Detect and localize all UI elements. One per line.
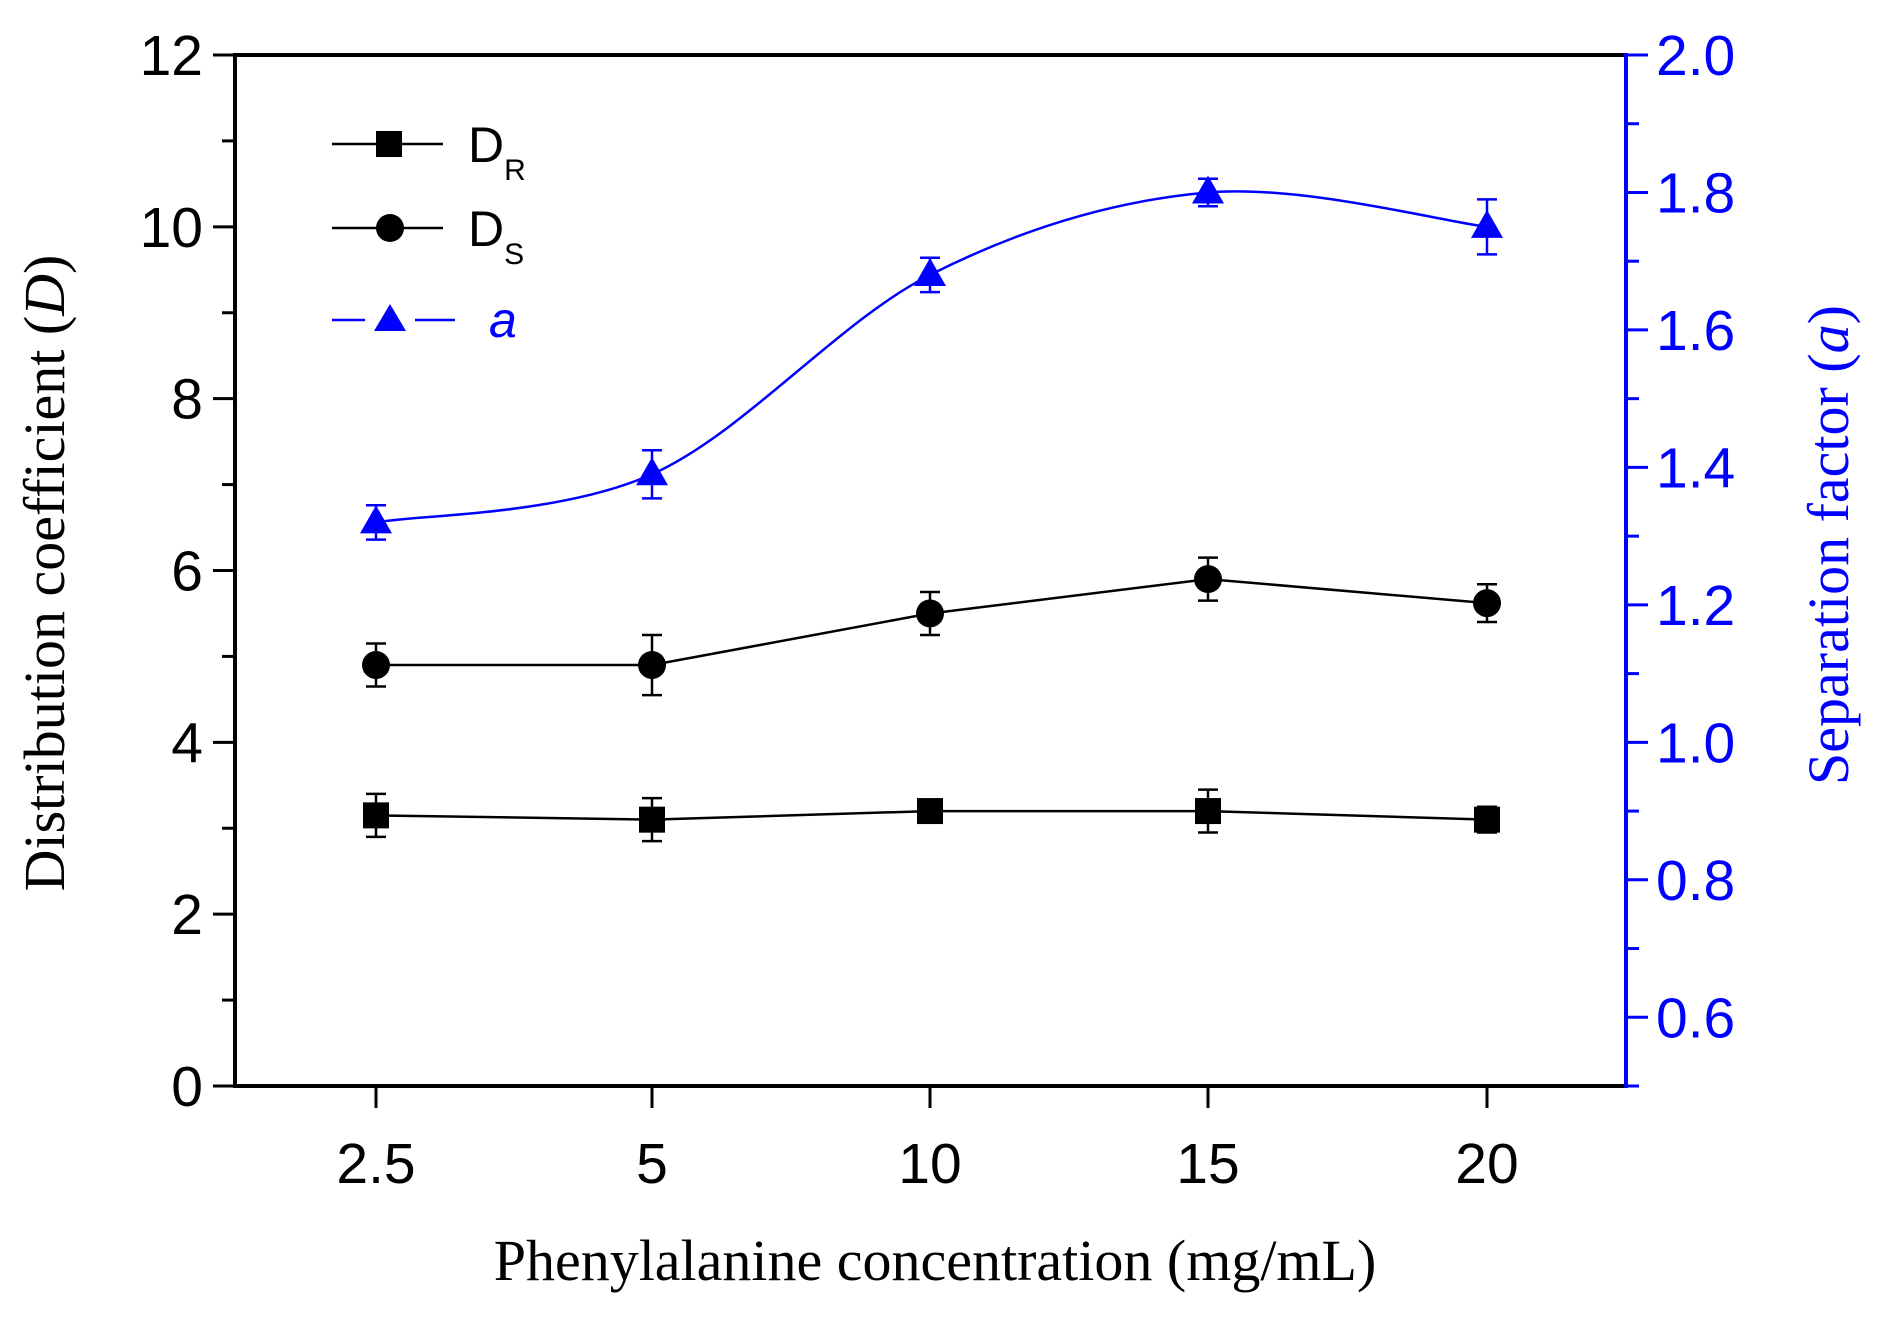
data-point-triangle bbox=[636, 457, 668, 486]
right-tick-label: 0.8 bbox=[1656, 849, 1735, 913]
x-tick-label: 2.5 bbox=[336, 1132, 415, 1196]
data-point-circle bbox=[1473, 589, 1501, 618]
right-tick-label: 0.6 bbox=[1656, 986, 1735, 1050]
left-tick-label: 6 bbox=[171, 540, 203, 604]
data-point-circle bbox=[1194, 565, 1222, 594]
series-a bbox=[360, 175, 1503, 541]
right-tick-label: 1.4 bbox=[1656, 436, 1735, 500]
data-point-square bbox=[917, 798, 943, 825]
x-axis-title: Phenylalanine concentration (mg/mL) bbox=[494, 1228, 1377, 1293]
x-tick-label: 15 bbox=[1176, 1132, 1239, 1196]
plot-frame bbox=[233, 53, 1628, 1088]
series-dr bbox=[363, 788, 1500, 843]
data-point-triangle bbox=[1471, 209, 1503, 238]
legend-label-dr: DR bbox=[468, 117, 526, 187]
data-point-circle bbox=[916, 599, 944, 628]
data-point-triangle bbox=[1192, 175, 1224, 204]
data-point-square bbox=[639, 806, 665, 833]
left-tick-label: 2 bbox=[171, 883, 203, 947]
right-axis-ticks: 0.6 0.8 1.0 1.2 1.4 1.6 1.8 2.0 bbox=[1626, 24, 1735, 1088]
data-point-square bbox=[363, 802, 389, 829]
right-axis-title: Separation factor (a) bbox=[1796, 305, 1861, 785]
left-tick-label: 12 bbox=[140, 24, 203, 88]
data-point-triangle bbox=[914, 257, 946, 286]
right-tick-label: 1.2 bbox=[1656, 574, 1735, 638]
left-tick-label: 8 bbox=[171, 368, 203, 432]
right-tick-label: 1.0 bbox=[1656, 711, 1735, 775]
x-tick-label: 10 bbox=[898, 1132, 961, 1196]
x-axis-ticks: 2.5 5 10 15 20 bbox=[336, 1086, 1519, 1196]
left-tick-label: 0 bbox=[171, 1055, 203, 1119]
data-point-square bbox=[1474, 806, 1500, 833]
legend-label-a: a bbox=[489, 292, 517, 348]
left-axis-title: Distribution coefficient (D) bbox=[12, 255, 77, 892]
legend-label-ds: DS bbox=[468, 201, 524, 271]
legend-marker-square bbox=[376, 131, 402, 157]
legend-entry-ds: DS bbox=[332, 201, 524, 271]
left-tick-label: 4 bbox=[171, 711, 203, 775]
series-ds bbox=[362, 556, 1501, 697]
data-point-circle bbox=[638, 651, 666, 680]
series-layer bbox=[360, 175, 1503, 843]
data-point-square bbox=[1195, 798, 1221, 825]
legend-entry-dr: DR bbox=[332, 117, 526, 187]
legend-entry-a: a bbox=[332, 292, 517, 348]
x-tick-label: 5 bbox=[636, 1132, 668, 1196]
x-tick-label: 20 bbox=[1455, 1132, 1518, 1196]
legend: DR DS a bbox=[332, 117, 526, 348]
right-tick-label: 2.0 bbox=[1656, 24, 1735, 88]
right-tick-label: 1.6 bbox=[1656, 299, 1735, 363]
left-axis-ticks: 0 2 4 6 8 10 12 bbox=[140, 24, 235, 1119]
data-point-circle bbox=[362, 651, 390, 680]
legend-marker-circle bbox=[376, 214, 404, 242]
legend-marker-triangle bbox=[374, 304, 406, 331]
right-tick-label: 1.8 bbox=[1656, 161, 1735, 225]
data-point-triangle bbox=[360, 505, 392, 534]
left-tick-label: 10 bbox=[140, 196, 203, 260]
